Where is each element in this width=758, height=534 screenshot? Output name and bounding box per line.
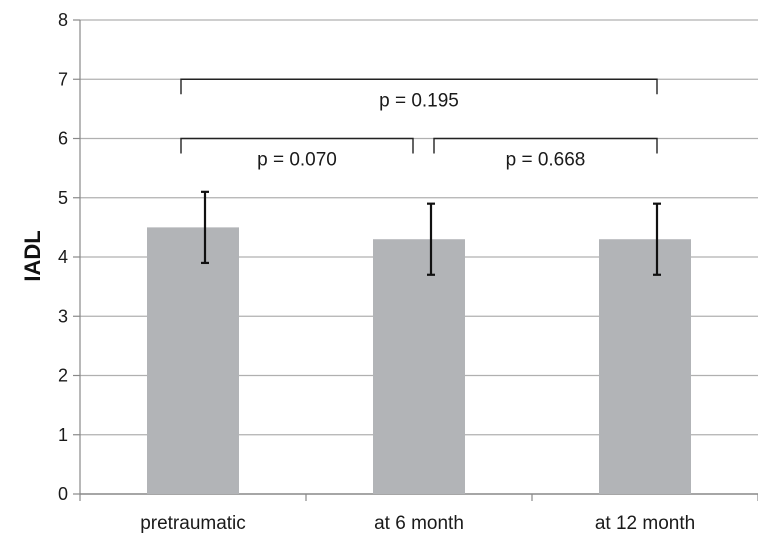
x-category-label: at 6 month (374, 513, 464, 534)
significance-bracket: p = 0.195 (180, 78, 658, 111)
bar (373, 239, 465, 494)
y-axis-label: IADL (20, 230, 45, 281)
y-tick-label: 4 (58, 247, 68, 267)
y-tick-label: 2 (58, 366, 68, 386)
significance-brackets: p = 0.195 p = 0.070 p = 0.668 (180, 78, 658, 171)
y-tick-label: 5 (58, 188, 68, 208)
p-value-label: p = 0.195 (379, 90, 459, 111)
error-bar (427, 202, 435, 276)
bar (147, 227, 239, 494)
x-category-label: at 12 month (595, 513, 695, 534)
bars (147, 227, 691, 494)
significance-bracket: p = 0.070 (180, 137, 414, 171)
axis-labels: IADL pretraumatic at 6 month at 12 month (20, 230, 695, 534)
p-value-label: p = 0.070 (257, 150, 337, 171)
p-value-label: p = 0.668 (506, 150, 586, 171)
error-bar (201, 190, 209, 265)
y-tick-label: 8 (58, 10, 68, 30)
error-bar (653, 202, 661, 276)
y-tick-label: 1 (58, 425, 68, 445)
y-tick-label: 0 (58, 484, 68, 504)
significance-bracket: p = 0.668 (433, 137, 658, 171)
y-tick-label: 7 (58, 69, 68, 89)
bar (599, 239, 691, 494)
y-tick-label: 3 (58, 306, 68, 326)
x-category-label: pretraumatic (140, 513, 246, 534)
error-bars (201, 190, 661, 276)
y-tick-label: 6 (58, 129, 68, 149)
